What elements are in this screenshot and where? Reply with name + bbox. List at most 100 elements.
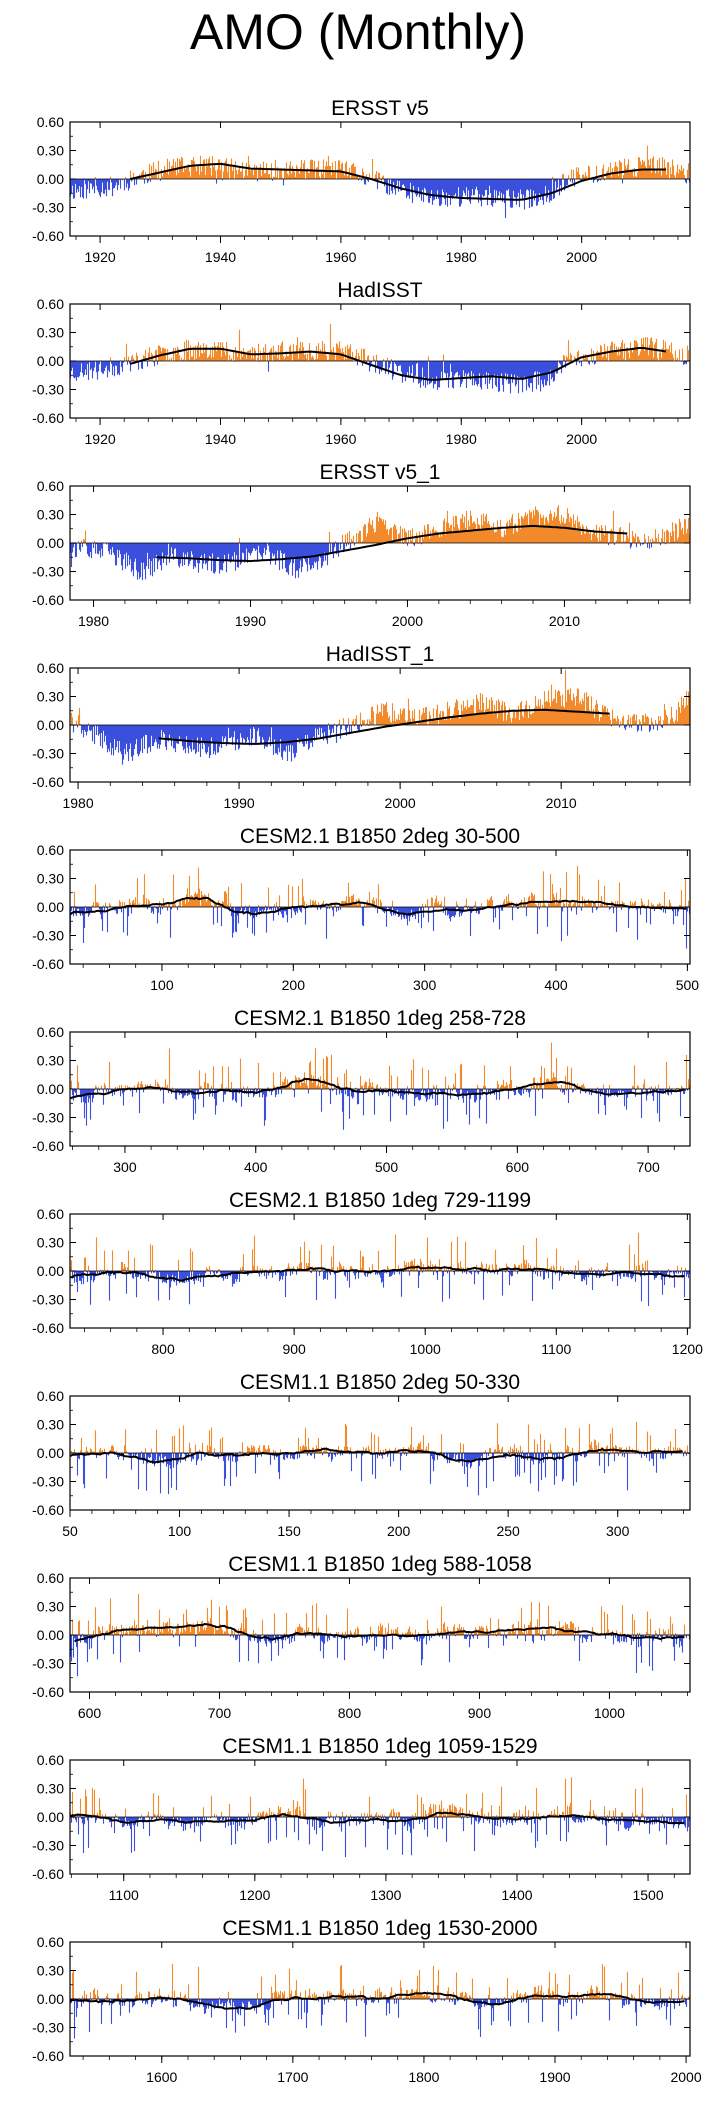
x-tick-label: 1100	[541, 1341, 571, 1357]
x-tick-label: 200	[282, 977, 306, 993]
x-tick-label: 1920	[85, 249, 116, 265]
y-tick-label: -0.30	[32, 746, 64, 762]
y-tick-label: -0.60	[32, 1684, 64, 1700]
y-tick-label: 0.30	[37, 689, 64, 705]
x-tick-label: 1700	[277, 2069, 308, 2085]
negative-anomaly-bars	[69, 1999, 689, 2039]
chart-title: HadISST	[337, 279, 422, 302]
chart-title: ERSST v5_1	[319, 461, 440, 484]
smoothed-amo-line	[70, 1077, 685, 1100]
chart-title: HadISST_1	[326, 643, 435, 666]
chart-panel-1: ERSST v5 0.60 0.30 0.00 -0.30 -0.60 1920 1940 19…	[32, 97, 691, 265]
chart-title: ERSST v5	[331, 97, 429, 120]
y-tick-label: 0.00	[37, 1991, 64, 2007]
y-tick-label: 0.60	[37, 1388, 64, 1404]
x-tick-label: 1980	[446, 249, 477, 265]
positive-anomaly-bars	[69, 1232, 687, 1271]
y-tick-label: -0.60	[32, 774, 64, 790]
x-tick-label: 2010	[549, 613, 580, 629]
y-tick-label: -0.60	[32, 410, 64, 426]
y-tick-label: 0.30	[37, 1053, 64, 1069]
y-tick-label: -0.30	[32, 2020, 64, 2036]
y-tick-label: 0.30	[37, 871, 64, 887]
y-tick-label: -0.30	[32, 1474, 64, 1490]
negative-anomaly-bars	[72, 1453, 691, 1496]
chart-title: CESM2.1 B1850 1deg 729-1199	[229, 1189, 531, 1212]
smoothed-amo-line	[70, 1811, 685, 1825]
y-tick-label: 0.60	[37, 296, 64, 312]
x-tick-label: 2000	[385, 795, 416, 811]
x-tick-label: 1980	[62, 795, 93, 811]
y-tick-label: 0.00	[37, 1081, 64, 1097]
chart-title: CESM1.1 B1850 2deg 50-330	[240, 1371, 520, 1394]
x-tick-label: 800	[338, 1705, 362, 1721]
smoothed-amo-line	[156, 524, 628, 563]
x-tick-label: 1920	[85, 431, 116, 447]
chart-title: CESM2.1 B1850 2deg 30-500	[240, 825, 520, 848]
smoothed-amo-line	[70, 1991, 685, 2010]
x-tick-label: 900	[468, 1705, 492, 1721]
y-tick-label: -0.60	[32, 2048, 64, 2064]
y-tick-label: 0.30	[37, 143, 64, 159]
negative-anomaly-bars	[69, 179, 691, 218]
chart-panel-3: ERSST v5_1 0.60 0.30 0.00 -0.30 -0.60 1980 1990…	[32, 461, 691, 629]
negative-anomaly-bars	[70, 1817, 691, 1858]
y-tick-label: 0.30	[37, 1781, 64, 1797]
y-tick-label: 0.60	[37, 114, 64, 130]
positive-anomaly-bars	[69, 1421, 689, 1453]
x-tick-label: 1200	[239, 1887, 270, 1903]
smoothed-amo-line	[69, 1447, 683, 1464]
y-tick-label: -0.30	[32, 564, 64, 580]
smoothed-amo-line	[74, 1622, 685, 1643]
y-tick-label: -0.60	[32, 592, 64, 608]
x-tick-label: 1800	[408, 2069, 439, 2085]
y-tick-label: 0.00	[37, 899, 64, 915]
x-tick-label: 1940	[205, 249, 236, 265]
x-tick-label: 600	[78, 1705, 102, 1721]
x-tick-label: 1400	[501, 1887, 532, 1903]
positive-anomaly-bars	[69, 1042, 691, 1089]
chart-title: CESM1.1 B1850 1deg 1059-1529	[222, 1735, 537, 1758]
y-tick-label: 0.00	[37, 1263, 64, 1279]
smoothed-amo-line	[70, 1265, 685, 1282]
y-tick-label: 0.60	[37, 1024, 64, 1040]
x-tick-label: 100	[150, 977, 174, 993]
y-tick-label: -0.60	[32, 228, 64, 244]
y-tick-label: 0.00	[37, 1809, 64, 1825]
y-tick-label: 0.60	[37, 1934, 64, 1950]
x-tick-label: 2000	[566, 249, 597, 265]
chart-panel-2: HadISST 0.60 0.30 0.00 -0.30 -0.60 1920 1940 196…	[32, 279, 691, 447]
y-tick-label: 0.60	[37, 1752, 64, 1768]
y-tick-label: -0.60	[32, 1502, 64, 1518]
chart-panel-7: CESM2.1 B1850 1deg 729-1199 0.60 0.30 0.00 -…	[32, 1189, 703, 1357]
x-tick-label: 1000	[594, 1705, 625, 1721]
x-tick-label: 1200	[672, 1341, 703, 1357]
x-tick-label: 1300	[370, 1887, 401, 1903]
x-tick-label: 1900	[539, 2069, 570, 2085]
x-tick-label: 2000	[566, 431, 597, 447]
x-tick-label: 1600	[146, 2069, 177, 2085]
y-tick-label: 0.60	[37, 842, 64, 858]
y-tick-label: 0.60	[37, 660, 64, 676]
x-tick-label: 1990	[235, 613, 266, 629]
x-tick-label: 1000	[410, 1341, 441, 1357]
chart-panel-4: HadISST_1 0.60 0.30 0.00 -0.30 -0.60 1980 1990 2…	[32, 643, 691, 811]
x-tick-label: 2000	[670, 2069, 701, 2085]
x-tick-label: 1990	[224, 795, 255, 811]
negative-anomaly-bars	[69, 1635, 691, 1677]
y-tick-label: -0.30	[32, 1292, 64, 1308]
x-tick-label: 700	[208, 1705, 232, 1721]
y-tick-label: 0.00	[37, 717, 64, 733]
x-tick-label: 300	[413, 977, 437, 993]
x-tick-label: 1940	[205, 431, 236, 447]
y-tick-label: -0.60	[32, 1866, 64, 1882]
x-tick-label: 2010	[546, 795, 577, 811]
y-tick-label: -0.60	[32, 1320, 64, 1336]
x-tick-label: 200	[387, 1523, 411, 1539]
y-tick-label: 0.00	[37, 353, 64, 369]
smoothed-amo-line	[69, 896, 687, 916]
y-tick-label: -0.60	[32, 956, 64, 972]
chart-panel-9: CESM1.1 B1850 1deg 588-1058 0.60 0.30 0.00 -…	[32, 1553, 691, 1721]
y-tick-label: 0.30	[37, 325, 64, 341]
positive-anomaly-bars	[94, 145, 690, 179]
